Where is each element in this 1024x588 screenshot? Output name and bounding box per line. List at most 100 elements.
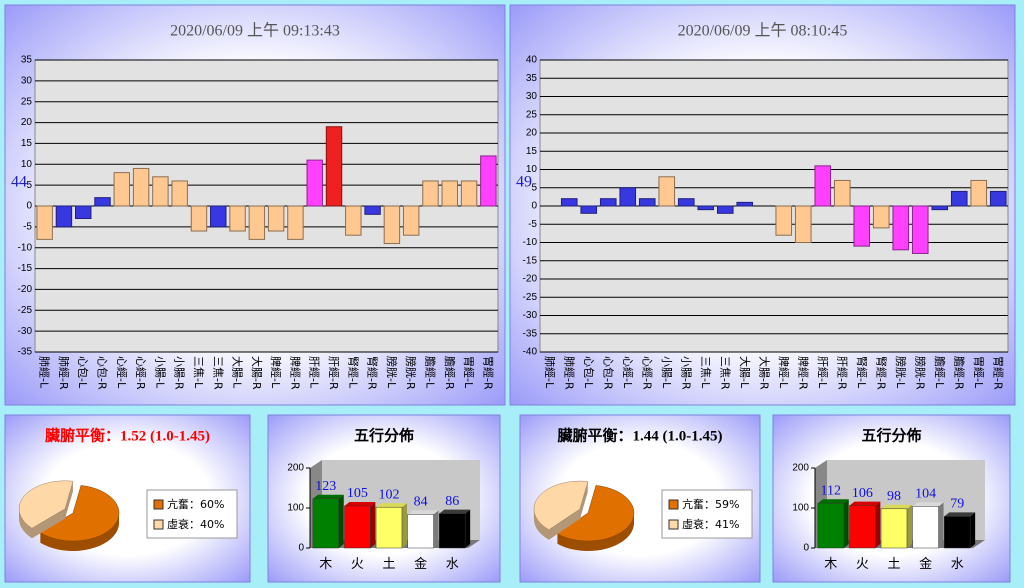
bar xyxy=(402,205,420,236)
bar xyxy=(407,514,434,549)
bar-side xyxy=(433,510,439,548)
pie-slice xyxy=(556,485,635,542)
value-label: 79 xyxy=(950,497,964,512)
x-tick-label: 胃經-R xyxy=(481,356,495,390)
x-tick-label: 金 xyxy=(414,556,427,571)
chart-title: 2020/06/09 上午 09:13:43 xyxy=(170,22,340,40)
bar xyxy=(113,172,131,207)
bar xyxy=(248,205,266,240)
x-tick-label: 木 xyxy=(824,556,837,571)
bar xyxy=(775,205,793,236)
y-tick-label: 5 xyxy=(26,180,32,191)
x-tick-label: 胃經-L xyxy=(972,356,986,389)
bar xyxy=(152,176,169,207)
x-tick-label: 心包-L xyxy=(582,356,595,389)
bar xyxy=(210,205,227,228)
y-tick-label: 20 xyxy=(21,117,33,128)
value-label: 112 xyxy=(821,483,841,498)
bar xyxy=(658,176,676,207)
y-tick-label: 100 xyxy=(287,503,304,514)
bar xyxy=(849,505,876,549)
bar xyxy=(344,505,371,549)
legend-label: 虛衰：41% xyxy=(682,517,739,531)
bar-top xyxy=(376,503,407,508)
legend-label: 虛衰：40% xyxy=(167,517,224,531)
x-tick-label: 心經-R xyxy=(134,356,148,390)
bar xyxy=(794,205,812,243)
x-tick-label: 小腸-R xyxy=(679,356,692,390)
x-tick-label: 大腸-R xyxy=(757,356,771,390)
x-tick-label: 小腸-L xyxy=(660,356,673,389)
y-tick-label: -30 xyxy=(18,326,33,337)
bar-side xyxy=(465,509,471,548)
bar xyxy=(931,205,949,211)
value-label: 123 xyxy=(315,479,336,494)
y-tick-label: 200 xyxy=(792,463,809,474)
annotation: 49 xyxy=(516,174,532,191)
bar xyxy=(853,205,871,247)
x-tick-label: 心包-R xyxy=(96,356,109,390)
pie-slice xyxy=(39,485,120,542)
bar xyxy=(814,165,832,207)
y-tick-label: 0 xyxy=(803,543,809,554)
bar xyxy=(441,180,458,207)
x-tick-label: 腎經-R xyxy=(874,356,888,390)
x-tick-label: 火 xyxy=(856,556,869,571)
x-tick-label: 膀胱-L xyxy=(894,356,908,389)
x-tick-label: 膀胱-L xyxy=(385,356,399,389)
x-tick-label: 膀胱-R xyxy=(913,356,927,390)
y-tick-label: -25 xyxy=(523,292,538,303)
y-tick-label: 200 xyxy=(287,463,304,474)
x-tick-label: 三焦-R xyxy=(211,356,224,390)
x-tick-label: 腎經-L xyxy=(855,356,869,389)
pie-slice xyxy=(18,480,74,529)
legend-swatch xyxy=(668,519,679,530)
x-tick-label: 心包-R xyxy=(601,356,614,390)
x-tick-label: 小腸-R xyxy=(173,356,186,390)
value-label: 84 xyxy=(414,495,428,510)
value-label: 86 xyxy=(445,494,459,509)
bar xyxy=(55,205,73,228)
bar xyxy=(912,506,939,549)
y-tick-label: 35 xyxy=(526,73,538,84)
bar xyxy=(132,167,150,207)
x-tick-label: 肺經-L xyxy=(38,356,52,389)
x-tick-label: 腎經-R xyxy=(366,356,380,390)
legend-swatch xyxy=(153,519,164,530)
bar xyxy=(422,180,439,207)
x-tick-label: 膀胱-R xyxy=(404,356,418,390)
bar xyxy=(480,155,497,207)
x-tick-label: 腎經-L xyxy=(346,356,360,389)
bar xyxy=(75,205,92,220)
bar xyxy=(697,205,715,211)
x-tick-label: 大腸-L xyxy=(231,356,245,389)
pie-slice xyxy=(533,480,589,530)
bar xyxy=(345,205,362,236)
y-tick-label: -15 xyxy=(18,263,33,274)
y-tick-label: -35 xyxy=(523,328,538,339)
bar xyxy=(736,201,754,207)
x-tick-label: 胃經-L xyxy=(462,356,476,389)
bar-top xyxy=(407,510,439,515)
bar-side xyxy=(938,502,944,548)
x-tick-label: 脾經-R xyxy=(796,356,810,390)
y-tick-label: -20 xyxy=(523,274,538,285)
y-tick-label: 25 xyxy=(21,96,33,107)
y-tick-label: 15 xyxy=(526,146,538,157)
x-tick-label: 膽經-L xyxy=(933,356,947,389)
y-tick-label: 25 xyxy=(526,109,538,120)
bar xyxy=(460,180,478,207)
bar xyxy=(267,205,285,232)
legend-label: 亢奮：60% xyxy=(167,497,224,511)
bar-side xyxy=(970,512,976,548)
chart-title: 五行分佈 xyxy=(861,426,921,444)
y-tick-label: 20 xyxy=(526,128,538,139)
x-tick-label: 心經-L xyxy=(621,356,635,389)
x-tick-label: 脾經-L xyxy=(777,356,791,389)
bar-top xyxy=(817,499,849,504)
bar xyxy=(94,197,111,207)
legend-box xyxy=(661,489,753,539)
bar xyxy=(312,498,340,549)
x-tick-label: 心經-R xyxy=(640,356,654,390)
